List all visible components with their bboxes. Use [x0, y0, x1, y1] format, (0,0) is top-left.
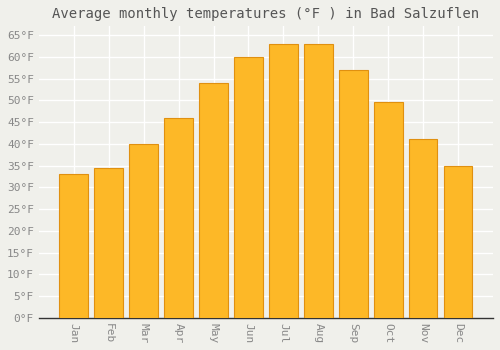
Bar [234, 57, 263, 318]
Bar [60, 174, 88, 318]
Bar [409, 139, 438, 318]
Bar [444, 166, 472, 318]
Bar [269, 44, 298, 318]
Bar [130, 144, 158, 318]
Bar [304, 44, 332, 318]
Title: Average monthly temperatures (°F ) in Bad Salzuflen: Average monthly temperatures (°F ) in Ba… [52, 7, 480, 21]
Bar [164, 118, 193, 318]
Bar [374, 103, 402, 318]
Bar [94, 168, 123, 318]
Bar [339, 70, 368, 318]
Bar [199, 83, 228, 318]
